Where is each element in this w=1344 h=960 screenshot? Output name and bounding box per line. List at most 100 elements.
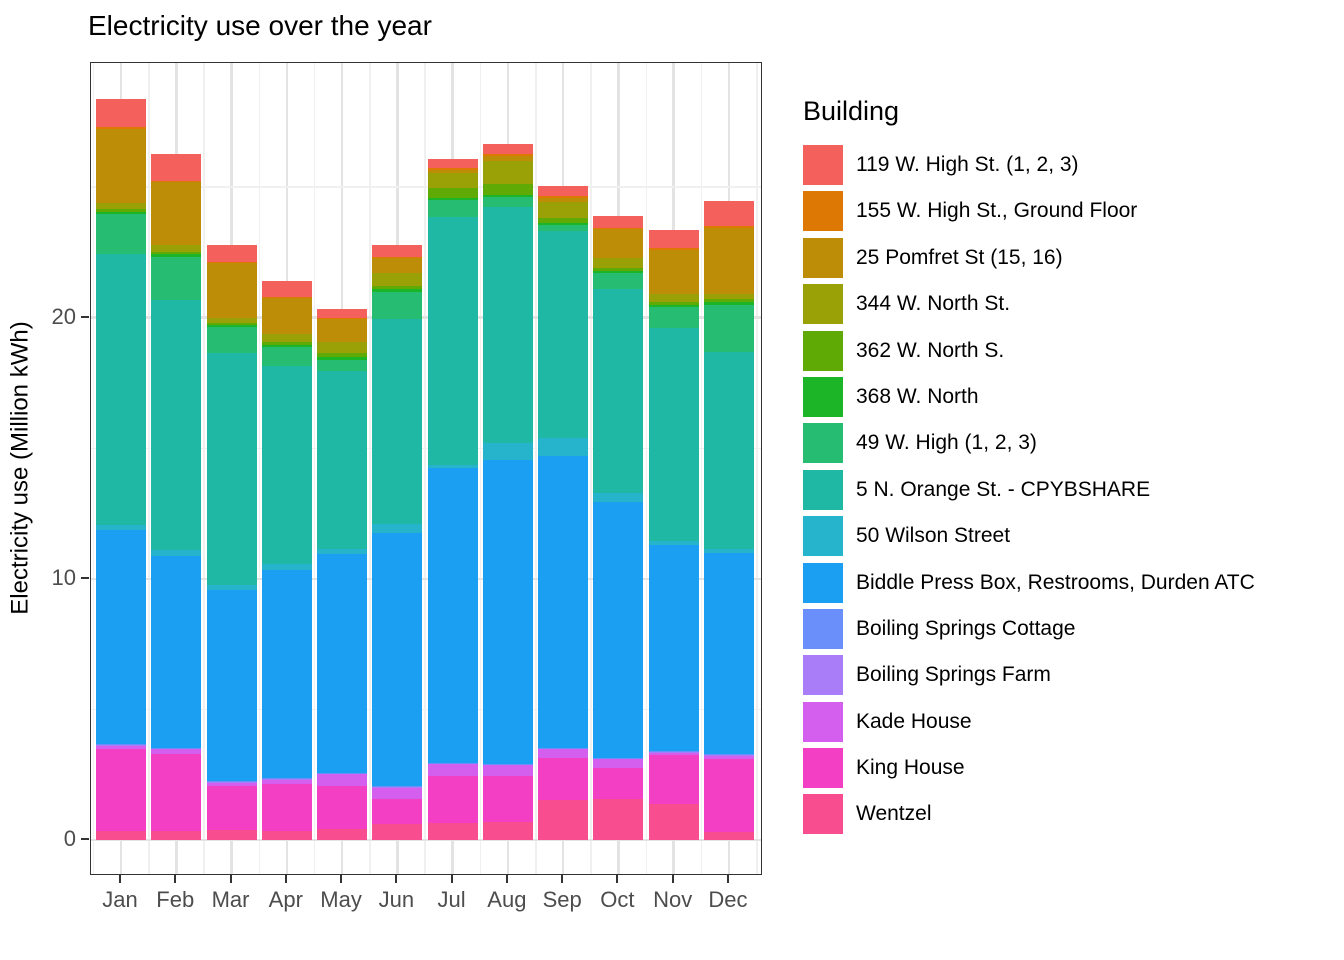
gridline-minor-vertical	[756, 63, 758, 874]
bar-segment	[96, 253, 146, 525]
bar-segment	[538, 196, 589, 198]
legend-item-label: Boiling Springs Farm	[856, 663, 1051, 687]
bar-segment	[206, 323, 257, 326]
bar-segment	[703, 755, 754, 759]
x-tick-label: May	[320, 887, 362, 912]
bar-segment	[317, 309, 368, 318]
bar-segment	[538, 747, 589, 749]
gridline-minor-vertical	[92, 63, 95, 874]
x-tick-mark	[119, 875, 121, 883]
x-tick-mark	[505, 875, 508, 883]
bar-segment	[593, 757, 644, 759]
bar-segment	[261, 281, 312, 297]
bar-segment	[593, 268, 644, 272]
bar-segment	[648, 304, 699, 308]
legend-items: 119 W. High St. (1, 2, 3) 155 W. High St.…	[803, 145, 1255, 835]
x-tick-label: Apr	[268, 887, 303, 912]
bar-segment	[206, 781, 257, 783]
x-tick-mark	[395, 875, 398, 883]
bar-segment	[482, 160, 533, 185]
gridline-minor-horizontal	[91, 447, 761, 449]
legend-swatch	[803, 516, 843, 557]
bar-segment	[703, 351, 754, 550]
gridline-major-horizontal	[91, 838, 761, 842]
bar-segment	[372, 244, 423, 257]
bar-segment	[206, 785, 257, 831]
bar-segment	[96, 529, 146, 745]
bar-segment	[648, 755, 699, 805]
bar-segment	[593, 273, 644, 289]
bar-segment	[151, 244, 202, 252]
legend-swatch	[803, 794, 843, 835]
bar-segment	[206, 244, 257, 262]
bar-segment	[96, 128, 146, 203]
bar-segment	[427, 168, 478, 170]
bar-segment	[703, 549, 754, 553]
bar-segment	[538, 231, 589, 438]
bar-segment	[206, 327, 257, 354]
bar-segment	[96, 211, 146, 215]
bar-dec	[703, 63, 754, 874]
bar-segment	[703, 294, 754, 300]
legend-item-label: 25 Pomfret St (15, 16)	[856, 245, 1063, 269]
bar-segment	[648, 301, 699, 305]
bar-segment	[261, 779, 312, 784]
bar-jul	[427, 63, 478, 874]
bar-segment	[372, 286, 423, 290]
bar-segment	[96, 749, 146, 832]
bar-segment	[372, 319, 423, 524]
x-tick-label: Jun	[378, 887, 415, 912]
y-axis-title: Electricity use (Million kWh)	[6, 62, 36, 873]
bar-segment	[593, 288, 644, 494]
bar-segment	[703, 552, 754, 755]
bar-segment	[261, 831, 312, 841]
x-tick-label: Aug	[487, 887, 527, 912]
bar-segment	[206, 589, 257, 781]
bar-segment	[206, 584, 257, 590]
bar-segment	[206, 317, 257, 324]
gridline-minor-vertical	[645, 63, 648, 874]
bar-segment	[427, 159, 478, 169]
x-tick-label: Oct	[600, 887, 635, 912]
legend-swatch	[803, 469, 843, 510]
bar-segment	[151, 748, 202, 754]
bar-segment	[703, 754, 754, 755]
bar-segment	[427, 199, 478, 217]
bar-oct	[593, 63, 644, 874]
bar-segment	[593, 227, 644, 229]
legend: Building 119 W. High St. (1, 2, 3) 155 W.…	[803, 96, 1255, 841]
bar-segment	[151, 180, 202, 182]
bar-segment	[538, 757, 589, 801]
bar-segment	[648, 248, 699, 250]
bar-segment	[261, 347, 312, 366]
bar-segment	[372, 289, 423, 293]
legend-swatch	[803, 423, 843, 464]
bar-segment	[482, 459, 533, 764]
bar-segment	[317, 318, 368, 343]
bar-segment	[427, 763, 478, 764]
bar-segment	[96, 209, 146, 212]
legend-swatch	[803, 191, 843, 232]
bar-segment	[648, 752, 699, 756]
x-tick-mark	[174, 875, 177, 883]
legend-item: Boiling Springs Cottage	[803, 608, 1255, 649]
bar-segment	[648, 307, 699, 329]
bar-segment	[482, 443, 533, 460]
bar-segment	[482, 821, 533, 841]
bar-segment	[96, 214, 146, 254]
bar-segment	[96, 745, 146, 750]
x-tick-label: Mar	[211, 887, 250, 912]
gridline-minor-horizontal	[91, 186, 761, 188]
bar-segment	[593, 215, 644, 228]
bar-segment	[538, 197, 589, 202]
bar-segment	[593, 257, 644, 269]
bar-segment	[372, 786, 423, 788]
bar-segment	[482, 763, 533, 765]
bar-segment	[372, 785, 423, 787]
legend-swatch	[803, 284, 843, 325]
bar-segment	[151, 254, 202, 258]
bar-segment	[261, 344, 312, 348]
bar-segment	[372, 799, 423, 825]
bar-segment	[372, 256, 423, 258]
bar-segment	[482, 764, 533, 777]
